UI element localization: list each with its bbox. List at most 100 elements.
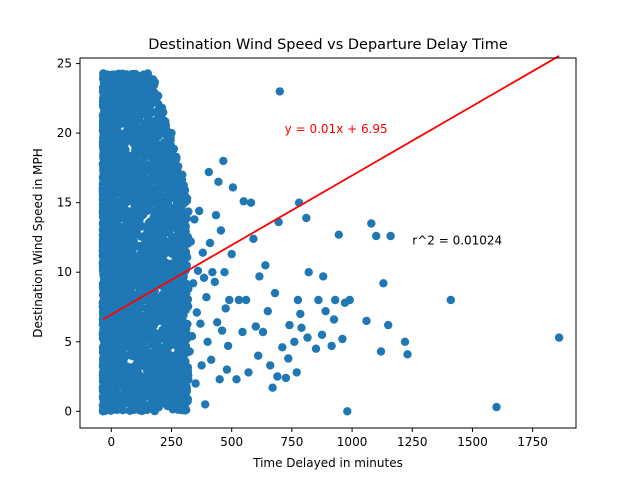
scatter-point: [203, 337, 212, 346]
scatter-point: [215, 375, 224, 384]
scatter-point: [196, 319, 205, 328]
scatter-point: [176, 357, 186, 366]
scatter-point: [165, 361, 175, 370]
scatter-point: [128, 236, 138, 245]
scatter-point: [292, 368, 301, 377]
scatter-point: [110, 141, 120, 150]
scatter-point: [180, 185, 190, 195]
scatter-point: [126, 366, 135, 375]
r-squared-label: r^2 = 0.01024: [412, 233, 502, 247]
scatter-point: [228, 183, 238, 192]
x-tick-label: 0: [107, 435, 115, 449]
scatter-point: [99, 358, 109, 367]
scatter-point: [104, 202, 113, 212]
scatter-point: [246, 198, 256, 207]
scatter-point: [164, 240, 173, 249]
scatter-point: [146, 336, 155, 346]
scatter-point: [163, 199, 173, 209]
scatter-point: [161, 317, 170, 327]
scatter-point: [115, 120, 124, 129]
scatter-point: [122, 87, 132, 96]
scatter-point: [120, 388, 129, 397]
scatter-point: [153, 366, 162, 375]
scatter-point: [244, 368, 253, 377]
y-tick-label: 25: [57, 57, 72, 71]
scatter-point: [109, 294, 118, 303]
scatter-point: [297, 323, 306, 332]
scatter-point: [101, 332, 110, 341]
scatter-point: [186, 237, 195, 246]
scatter-point: [317, 330, 327, 339]
scatter-point: [136, 361, 146, 370]
regression-equation-label: y = 0.01x + 6.95: [285, 122, 388, 136]
scatter-point: [146, 134, 156, 143]
scatter-point: [117, 252, 127, 262]
scatter-point: [201, 400, 210, 409]
scatter-point: [148, 404, 157, 413]
scatter-point: [113, 234, 122, 244]
scatter-point: [131, 144, 140, 153]
scatter-point: [157, 393, 167, 402]
scatter-point: [134, 95, 144, 104]
scatter-point: [379, 279, 388, 288]
scatter-point: [163, 181, 172, 191]
x-tick-label: 1250: [397, 435, 428, 449]
scatter-point: [146, 295, 155, 304]
scatter-point: [170, 214, 179, 223]
scatter-point: [139, 242, 148, 251]
scatter-point: [155, 213, 164, 222]
scatter-point: [166, 284, 176, 293]
scatter-point: [314, 295, 323, 305]
scatter-point: [137, 222, 146, 231]
scatter-point: [151, 305, 160, 314]
scatter-point: [152, 187, 162, 196]
regression-line-layer: [102, 55, 560, 321]
scatter-point: [131, 130, 140, 139]
scatter-point: [107, 345, 116, 355]
scatter-point: [161, 399, 170, 408]
scatter-point: [173, 240, 183, 249]
y-axis-label: Destination Wind Speed in MPH: [31, 148, 45, 337]
scatter-point: [158, 376, 167, 386]
scatter-point: [144, 219, 153, 228]
scatter-point: [154, 131, 163, 141]
x-tick-label: 500: [220, 435, 243, 449]
scatter-point: [149, 241, 158, 250]
plot-area-frame: [79, 57, 577, 429]
scatter-point: [160, 325, 169, 334]
scatter-point: [113, 220, 122, 230]
scatter-point: [184, 207, 193, 216]
scatter-points: [98, 69, 564, 416]
scatter-point: [100, 385, 110, 395]
scatter-point: [143, 377, 152, 387]
scatter-point: [142, 229, 151, 239]
scatter-point: [147, 128, 156, 137]
scatter-point: [124, 190, 133, 199]
scatter-point: [108, 281, 118, 290]
scatter-point: [137, 394, 146, 403]
scatter-point: [183, 295, 193, 304]
scatter-point: [147, 328, 157, 338]
scatter-point: [156, 148, 165, 157]
scatter-point: [255, 272, 264, 281]
scatter-point: [329, 315, 339, 324]
scatter-point: [101, 304, 110, 313]
scatter-point: [99, 237, 109, 247]
scatter-point: [120, 361, 129, 370]
scatter-point: [116, 112, 126, 121]
y-tick-label: 20: [57, 126, 72, 140]
scatter-point: [285, 320, 294, 330]
scatter-point: [199, 273, 209, 282]
scatter-point: [139, 70, 148, 79]
scatter-point: [182, 194, 192, 203]
scatter-point: [204, 167, 213, 177]
scatter-point: [384, 320, 393, 330]
scatter-point: [174, 162, 183, 171]
scatter-point: [115, 313, 124, 323]
scatter-point: [275, 87, 284, 96]
scatter-point: [311, 344, 321, 353]
scatter-point: [270, 288, 280, 298]
scatter-point: [142, 385, 151, 394]
scatter-point: [162, 291, 171, 301]
scatter-point: [154, 352, 163, 362]
